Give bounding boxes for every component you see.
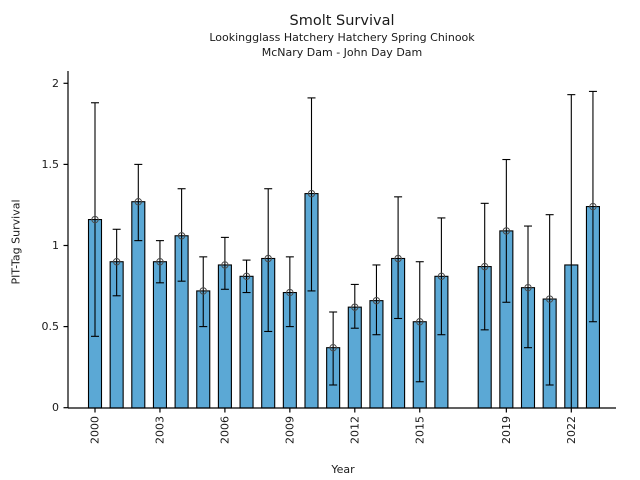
chart-subtitle-line2: McNary Dam - John Day Dam <box>261 46 423 59</box>
x-tick-label-2015: 2015 <box>413 416 426 444</box>
y-tick-label-0: 0 <box>52 401 59 414</box>
point-marker-2016 <box>437 272 446 281</box>
y-axis-label: PIT-Tag Survival <box>9 199 23 285</box>
point-marker-2003 <box>156 258 164 266</box>
bar-2007 <box>239 275 254 409</box>
point-marker-2012 <box>351 303 359 311</box>
x-tick-label-2003: 2003 <box>153 416 166 444</box>
point-marker-2018 <box>481 262 489 271</box>
x-tick-label-2012: 2012 <box>348 416 361 444</box>
point-marker-2021 <box>545 295 554 303</box>
point-marker-2009 <box>286 288 294 297</box>
x-tick-label-2006: 2006 <box>218 416 231 444</box>
point-marker-2020 <box>524 283 532 292</box>
chart-title: Smolt Survival <box>289 13 395 29</box>
point-marker-2014 <box>394 254 402 263</box>
x-tick-label-2000: 2000 <box>89 416 102 444</box>
y-tick-label-0.5: 0.5 <box>42 320 60 333</box>
point-marker-2015 <box>416 318 424 326</box>
point-marker-2000 <box>91 215 99 224</box>
point-marker-2010 <box>307 189 316 198</box>
x-tick-label-2009: 2009 <box>283 416 296 444</box>
y-tick-label-1: 1 <box>52 239 59 252</box>
point-marker-2019 <box>502 227 511 235</box>
bar-2003 <box>152 261 167 409</box>
point-marker-2006 <box>221 261 229 269</box>
y-tick-label-2: 2 <box>52 77 59 90</box>
chart-subtitle-line1: Lookingglass Hatchery Hatchery Spring Ch… <box>209 31 475 44</box>
point-marker-2023 <box>589 202 597 211</box>
point-marker-2011 <box>329 343 337 352</box>
x-axis-label: Year <box>331 463 355 476</box>
y-tick-label-1.5: 1.5 <box>42 158 60 171</box>
point-marker-2013 <box>372 296 381 305</box>
x-tick-label-2019: 2019 <box>500 416 513 444</box>
point-marker-2001 <box>112 258 121 266</box>
point-marker-2008 <box>264 254 272 263</box>
point-marker-2007 <box>242 272 251 281</box>
point-marker-2002 <box>134 198 143 206</box>
x-tick-label-2022: 2022 <box>565 416 578 444</box>
point-marker-2004 <box>177 232 186 240</box>
point-marker-2005 <box>199 287 207 295</box>
